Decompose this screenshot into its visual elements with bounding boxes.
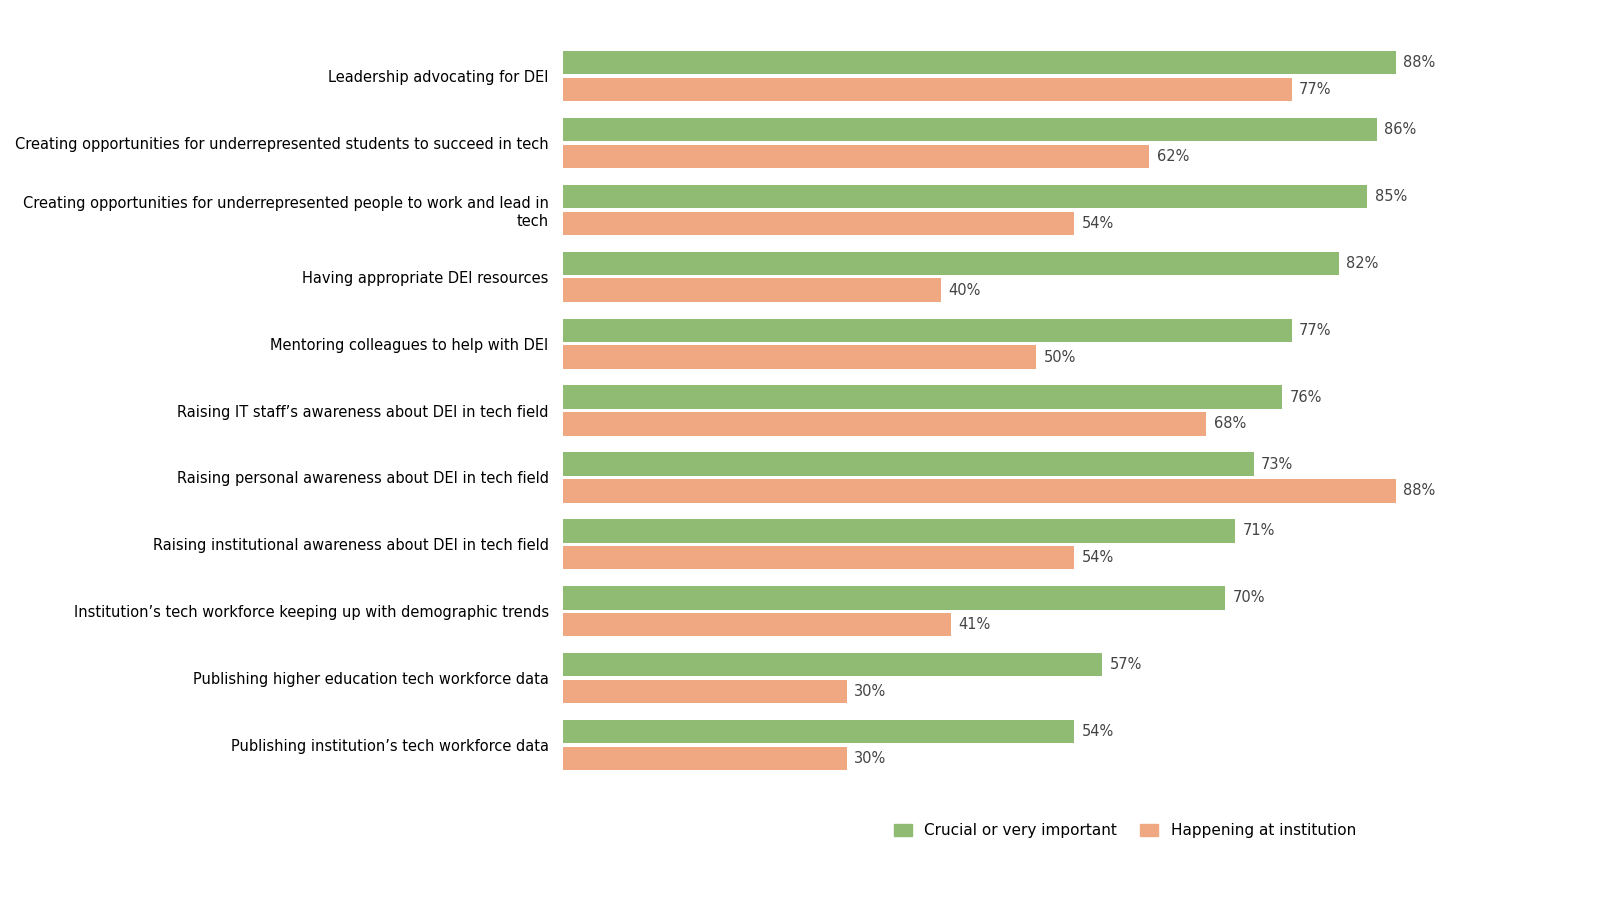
Bar xyxy=(563,212,1074,235)
Bar xyxy=(563,747,846,770)
Bar xyxy=(563,319,1291,342)
Bar xyxy=(563,118,1376,141)
Bar xyxy=(563,519,1235,543)
Bar xyxy=(563,720,1074,743)
Text: 57%: 57% xyxy=(1110,657,1142,672)
Bar xyxy=(563,145,1149,168)
Bar xyxy=(563,653,1102,677)
Text: 76%: 76% xyxy=(1290,390,1322,405)
Text: 41%: 41% xyxy=(958,617,990,632)
Text: 71%: 71% xyxy=(1242,524,1275,538)
Text: 86%: 86% xyxy=(1384,122,1416,137)
Text: 30%: 30% xyxy=(854,751,886,766)
Legend: Crucial or very important, Happening at institution: Crucial or very important, Happening at … xyxy=(886,815,1363,846)
Text: 54%: 54% xyxy=(1082,550,1114,565)
Bar xyxy=(563,586,1226,609)
Text: 77%: 77% xyxy=(1299,323,1331,338)
Text: 54%: 54% xyxy=(1082,216,1114,230)
Bar xyxy=(563,278,941,302)
Text: 40%: 40% xyxy=(949,283,981,298)
Text: 68%: 68% xyxy=(1214,417,1246,431)
Bar xyxy=(563,385,1282,409)
Text: 50%: 50% xyxy=(1043,349,1075,364)
Text: 73%: 73% xyxy=(1261,456,1293,472)
Bar xyxy=(563,77,1291,101)
Bar xyxy=(563,412,1206,436)
Bar xyxy=(563,252,1339,275)
Bar xyxy=(563,613,950,636)
Bar xyxy=(563,680,846,703)
Bar xyxy=(563,546,1074,570)
Bar xyxy=(563,51,1395,75)
Bar xyxy=(563,453,1254,476)
Text: 88%: 88% xyxy=(1403,55,1435,70)
Text: 77%: 77% xyxy=(1299,82,1331,97)
Text: 85%: 85% xyxy=(1374,189,1406,204)
Bar xyxy=(563,479,1395,502)
Bar xyxy=(563,346,1035,369)
Text: 70%: 70% xyxy=(1234,590,1266,606)
Text: 54%: 54% xyxy=(1082,724,1114,739)
Text: 88%: 88% xyxy=(1403,483,1435,499)
Text: 62%: 62% xyxy=(1157,148,1189,164)
Text: 30%: 30% xyxy=(854,684,886,699)
Bar xyxy=(563,184,1368,208)
Text: 82%: 82% xyxy=(1347,256,1379,271)
